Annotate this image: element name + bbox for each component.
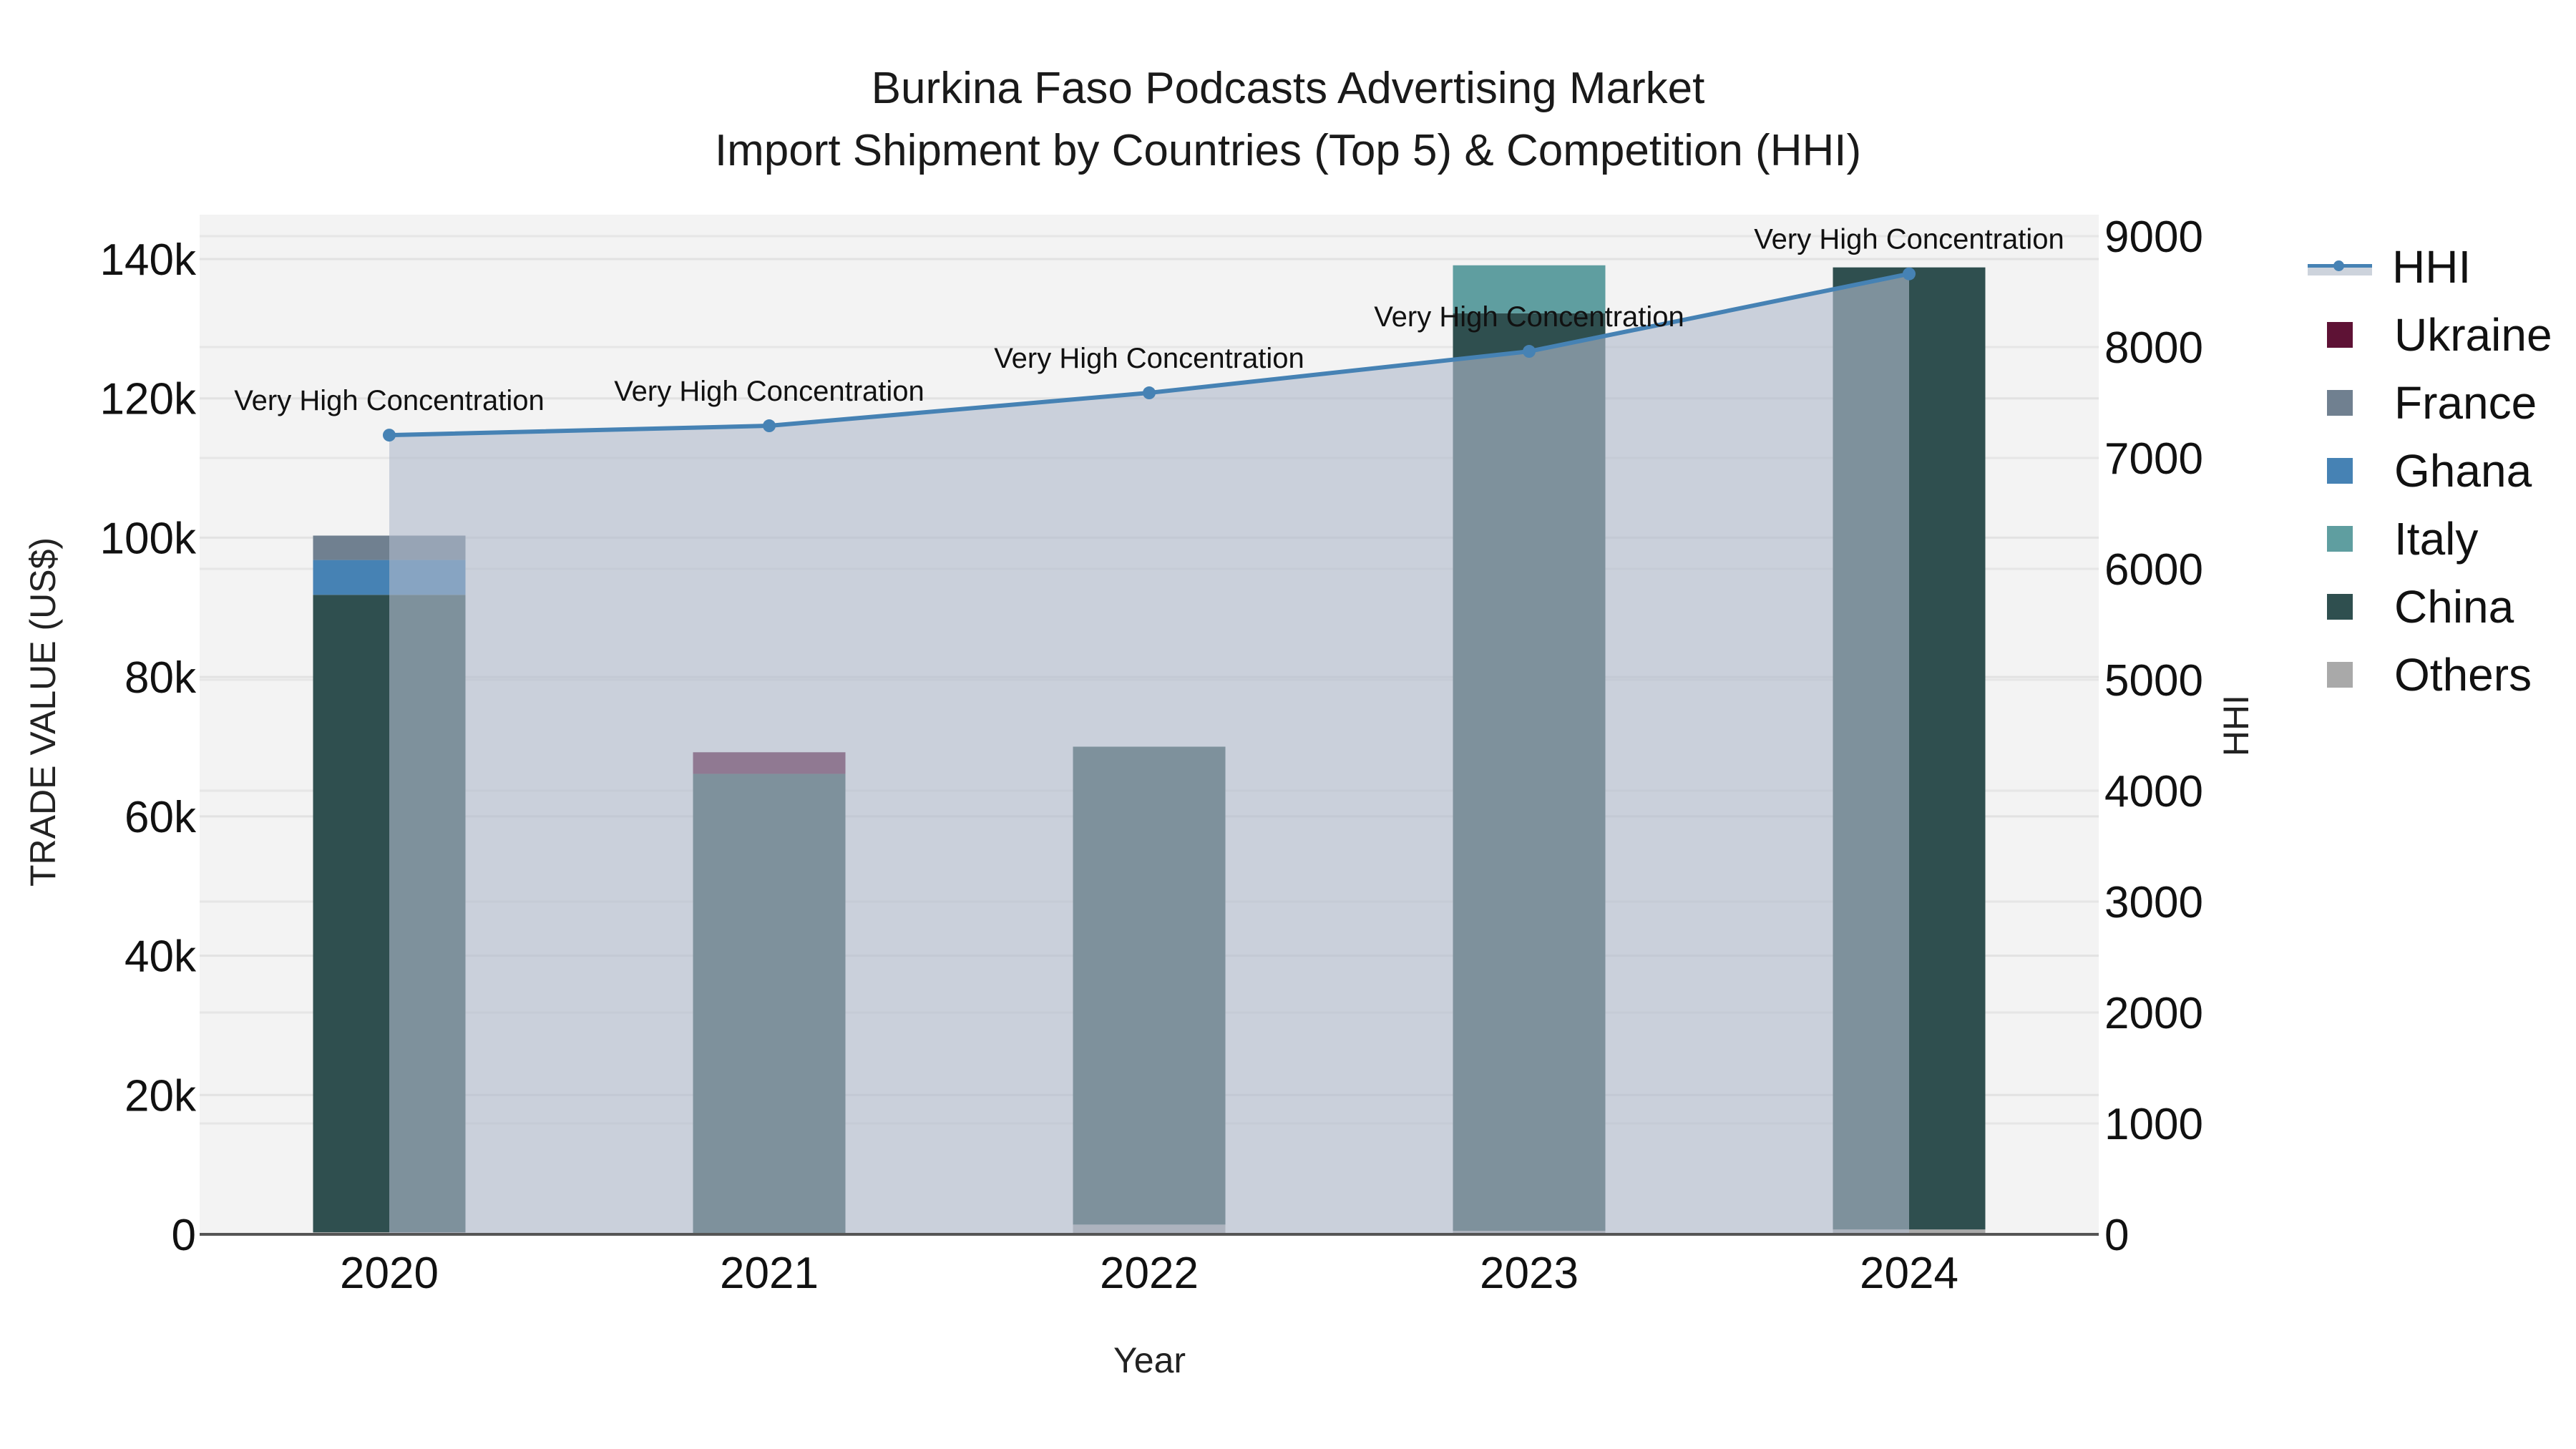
- legend-label: Ukraine: [2394, 308, 2552, 361]
- hhi-point-marker[interactable]: [1903, 267, 1916, 280]
- legend-label: France: [2394, 376, 2537, 429]
- chart-title-line-1: Burkina Faso Podcasts Advertising Market: [871, 64, 1705, 113]
- x-tick-label: 2024: [1860, 1249, 1958, 1298]
- y-right-tick-label: 0: [2104, 1211, 2129, 1260]
- y-left-tick-label: 40k: [125, 932, 197, 982]
- legend-item-hhi[interactable]: HHI: [2308, 233, 2552, 301]
- y-axis-right-title: HHI: [2216, 694, 2256, 757]
- y-right-tick-label: 6000: [2104, 545, 2203, 595]
- chart-title-line-2: Import Shipment by Countries (Top 5) & C…: [714, 126, 1862, 175]
- hhi-point-marker[interactable]: [763, 419, 776, 433]
- legend-item-ukraine[interactable]: Ukraine: [2308, 301, 2552, 369]
- y-axis-left-title: TRADE VALUE (US$): [23, 537, 63, 887]
- line-marker-icon: [2308, 258, 2372, 276]
- hhi-area-fill: [389, 273, 1909, 1235]
- x-tick-label: 2022: [1100, 1249, 1199, 1298]
- legend-label: HHI: [2392, 240, 2472, 293]
- hhi-point-marker[interactable]: [1523, 345, 1536, 358]
- hhi-annotation: Very High Concentration: [994, 343, 1304, 374]
- x-tick-label: 2021: [720, 1249, 819, 1298]
- y-right-tick-label: 1000: [2104, 1100, 2203, 1149]
- square-swatch-icon: [2327, 321, 2353, 348]
- legend-label: China: [2394, 580, 2514, 633]
- legend-label: Italy: [2394, 512, 2479, 565]
- y-left-tick-label: 60k: [125, 793, 197, 842]
- y-left-tick-label: 80k: [125, 653, 197, 703]
- y-right-tick-label: 3000: [2104, 878, 2203, 927]
- legend-label: Ghana: [2394, 444, 2532, 497]
- hhi-annotation: Very High Concentration: [234, 385, 545, 416]
- legend-label: Others: [2394, 648, 2532, 701]
- legend-item-others[interactable]: Others: [2308, 640, 2552, 708]
- legend: HHI Ukraine France Ghana Italy China Oth…: [2308, 233, 2552, 708]
- square-swatch-icon: [2327, 457, 2353, 484]
- hhi-annotation: Very High Concentration: [614, 376, 924, 407]
- legend-item-china[interactable]: China: [2308, 572, 2552, 640]
- square-swatch-icon: [2327, 593, 2353, 620]
- hhi-point-marker[interactable]: [1143, 386, 1156, 400]
- y-right-tick-label: 9000: [2104, 213, 2203, 262]
- y-right-tick-label: 7000: [2104, 434, 2203, 484]
- x-tick-label: 2020: [340, 1249, 439, 1298]
- hhi-annotation: Very High Concentration: [1374, 301, 1684, 333]
- y-right-tick-label: 4000: [2104, 767, 2203, 816]
- legend-item-ghana[interactable]: Ghana: [2308, 436, 2552, 504]
- y-right-tick-label: 8000: [2104, 323, 2203, 373]
- y-right-tick-label: 2000: [2104, 989, 2203, 1038]
- x-tick-label: 2023: [1480, 1249, 1579, 1298]
- square-swatch-icon: [2327, 525, 2353, 552]
- x-axis-title: Year: [1113, 1340, 1186, 1380]
- y-left-tick-label: 100k: [100, 514, 197, 563]
- y-left-tick-label: 20k: [125, 1071, 197, 1121]
- hhi-annotation: Very High Concentration: [1754, 224, 2064, 255]
- legend-item-france[interactable]: France: [2308, 369, 2552, 436]
- hhi-point-marker[interactable]: [383, 429, 396, 442]
- legend-item-italy[interactable]: Italy: [2308, 504, 2552, 572]
- y-right-tick-label: 5000: [2104, 656, 2203, 706]
- y-left-tick-label: 120k: [100, 375, 197, 424]
- square-swatch-icon: [2327, 661, 2353, 688]
- y-left-tick-label: 0: [172, 1211, 196, 1260]
- bar-segment-italy[interactable]: [1453, 265, 1606, 313]
- square-swatch-icon: [2327, 389, 2353, 416]
- y-left-tick-label: 140k: [100, 235, 197, 285]
